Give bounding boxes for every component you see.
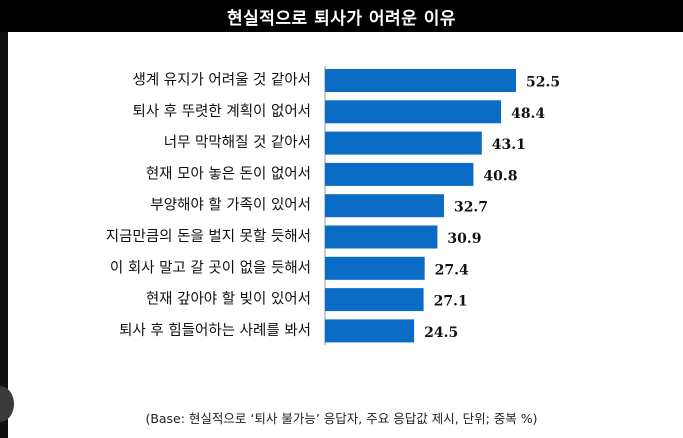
bar-value-label: 43.1 — [492, 137, 526, 153]
left-edge-strip — [0, 32, 8, 438]
bar-value-label: 24.5 — [424, 325, 458, 341]
bar-value-label: 30.9 — [447, 231, 481, 247]
bar — [325, 319, 415, 343]
bar — [325, 225, 438, 249]
category-label: 지금만큼의 돈을 벌지 못할 듯해서 — [106, 228, 311, 245]
bar-value-label: 32.7 — [454, 200, 488, 216]
bar-value-label: 40.8 — [483, 168, 517, 184]
bar — [325, 162, 474, 186]
bar — [325, 131, 482, 155]
bar-value-label: 52.5 — [526, 75, 560, 91]
scroll-handle[interactable] — [0, 386, 14, 422]
category-label: 현재 갚아야 할 빚이 있어서 — [146, 291, 311, 308]
bar-value-label: 48.4 — [511, 106, 545, 122]
category-label: 퇴사 후 힘들어하는 사례를 봐서 — [119, 322, 311, 339]
bar — [325, 256, 425, 280]
bar — [325, 288, 424, 312]
bar-value-label: 27.1 — [434, 294, 468, 310]
category-label: 너무 막막해질 것 같아서 — [164, 134, 311, 151]
chart-title: 현실적으로 퇴사가 어려운 이유 — [0, 0, 683, 32]
bar — [325, 194, 444, 218]
bar-value-label: 27.4 — [435, 262, 469, 278]
bar — [325, 100, 502, 124]
category-label: 부양해야 할 가족이 있어서 — [150, 197, 311, 214]
category-label: 생계 유지가 어려울 것 같아서 — [132, 72, 311, 89]
category-label: 퇴사 후 뚜렷한 계획이 없어서 — [132, 103, 311, 120]
bar-chart: 생계 유지가 어려울 것 같아서 52.5 퇴사 후 뚜렷한 계획이 없어서 48.4… — [106, 66, 560, 346]
bar — [325, 69, 516, 92]
category-label: 이 회사 말고 갈 곳이 없을 듯해서 — [110, 259, 311, 276]
chart-footnote: (Base: 현실적으로 ‘퇴사 불가능’ 응답자, 주요 응답값 제시, 단위… — [145, 411, 538, 426]
category-label: 현재 모아 놓은 돈이 없어서 — [146, 165, 311, 182]
